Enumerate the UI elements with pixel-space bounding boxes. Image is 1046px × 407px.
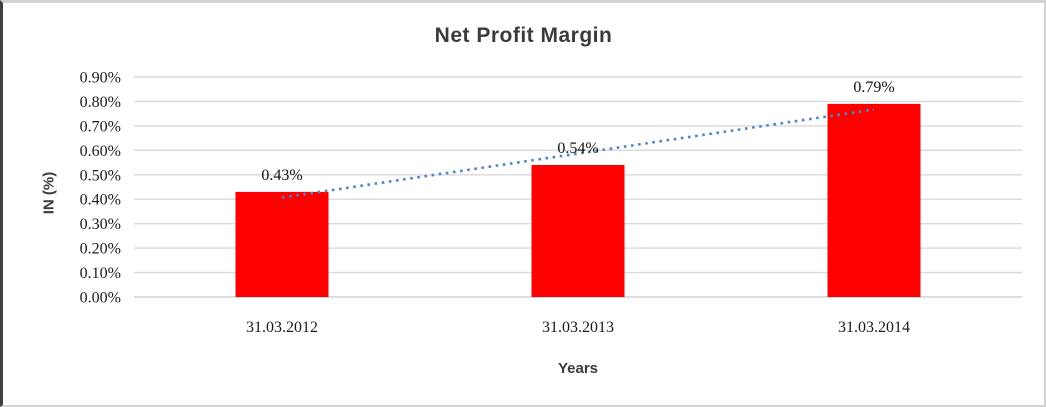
bar-data-label: 0.54% [557, 140, 598, 157]
bar-data-label: 0.43% [261, 167, 302, 184]
y-tick-label: 0.40% [80, 192, 121, 209]
y-tick-label: 0.80% [80, 94, 121, 111]
y-tick-label: 0.70% [80, 118, 121, 135]
bar [827, 103, 921, 297]
y-tick-label: 0.10% [80, 265, 121, 282]
y-tick-label: 0.50% [80, 167, 121, 184]
y-tick-label: 0.60% [80, 143, 121, 160]
y-tick-label: 0.30% [80, 216, 121, 233]
trendline [281, 108, 875, 199]
y-tick-label: 0.90% [80, 70, 121, 87]
y-tick-label: 0.20% [80, 241, 121, 258]
bar-data-label: 0.79% [853, 79, 894, 96]
x-axis-title: Years [557, 360, 599, 377]
bar [531, 165, 625, 297]
y-tick-label: 0.00% [80, 290, 121, 307]
x-tick-label: 31.03.2012 [246, 319, 318, 336]
x-tick-label: 31.03.2014 [838, 319, 910, 336]
bar [235, 191, 329, 297]
chart-title: Net Profit Margin [434, 24, 613, 47]
x-tick-label: 31.03.2013 [542, 319, 614, 336]
